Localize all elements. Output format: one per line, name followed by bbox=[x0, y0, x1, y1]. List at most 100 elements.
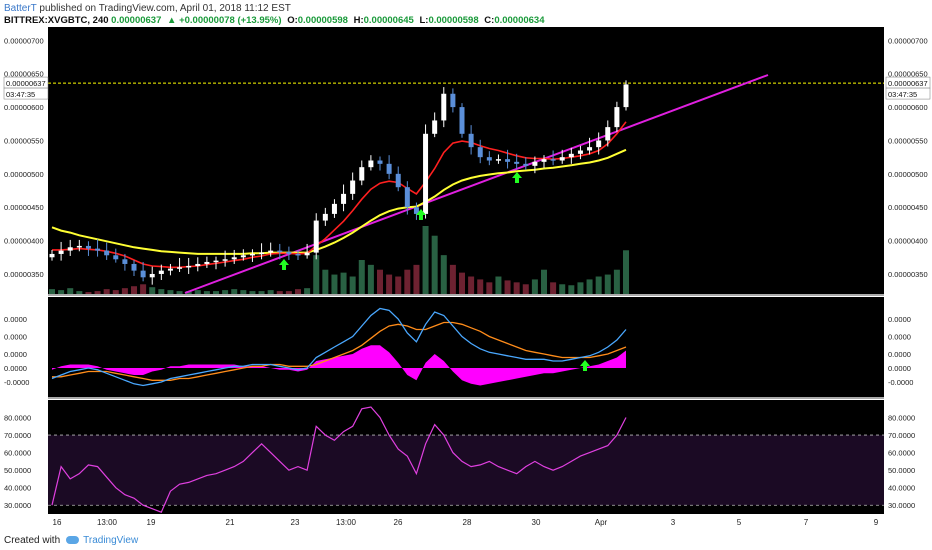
candle-body bbox=[304, 252, 310, 256]
candle-body bbox=[377, 160, 383, 164]
volume-bar bbox=[194, 290, 201, 294]
rsi-band bbox=[48, 435, 884, 506]
candle-body bbox=[505, 159, 511, 162]
rsi-axis-label-right: 80.0000 bbox=[888, 414, 915, 423]
symbol-line: BITTREX:XVGBTC, 240 0.00000637 ▲ +0.0000… bbox=[4, 15, 545, 26]
ema-fast-line bbox=[52, 121, 627, 269]
candle-body bbox=[523, 163, 529, 166]
volume-bar bbox=[149, 287, 156, 294]
volume-bar bbox=[258, 291, 265, 294]
rsi-axis-label-right: 60.0000 bbox=[888, 449, 915, 458]
volume-bar bbox=[67, 288, 74, 294]
publisher-username[interactable]: BatterT bbox=[4, 3, 37, 14]
candle-body bbox=[295, 253, 301, 256]
macd-signal-line bbox=[52, 321, 627, 381]
volume-bar bbox=[541, 269, 547, 294]
rsi-axis-label-right: 30.0000 bbox=[888, 501, 915, 510]
candle-body bbox=[104, 250, 110, 256]
candle-body bbox=[495, 159, 501, 161]
high-label: H: bbox=[353, 15, 364, 26]
candle-body bbox=[477, 147, 483, 158]
countdown-tag-left-box bbox=[3, 87, 49, 100]
volume-bar bbox=[477, 279, 484, 294]
candle-body bbox=[277, 250, 283, 253]
volume-bar bbox=[422, 226, 429, 294]
candle-body bbox=[177, 267, 183, 269]
candle-body bbox=[395, 173, 401, 188]
volume-bar bbox=[623, 250, 629, 294]
candle-body bbox=[140, 270, 146, 278]
published-text: published on TradingView.com, April 01, … bbox=[36, 3, 291, 14]
candle-body bbox=[149, 273, 155, 278]
close-value: 0.00000634 bbox=[494, 15, 545, 26]
candle-body bbox=[559, 157, 565, 161]
candle-body bbox=[596, 140, 602, 148]
volume-bar bbox=[167, 290, 174, 294]
macd-axis-label-left: 0.0000 bbox=[4, 315, 27, 324]
volume-bar bbox=[49, 289, 55, 294]
volume-bar bbox=[431, 235, 438, 294]
candle-body bbox=[322, 213, 328, 221]
volume-bar bbox=[103, 289, 110, 294]
macd-axis-label-right: 0.0000 bbox=[888, 315, 911, 324]
countdown-tag-right-box bbox=[885, 87, 931, 100]
rsi-axis-label-left: 70.0000 bbox=[4, 431, 31, 440]
green-arrow-icon bbox=[512, 172, 522, 183]
volume-bar bbox=[358, 260, 365, 294]
volume-bar bbox=[459, 272, 465, 294]
volume-bar bbox=[213, 291, 219, 294]
candle-body bbox=[286, 251, 292, 254]
candle-body bbox=[222, 259, 228, 261]
candle-body bbox=[67, 247, 73, 251]
rsi-axis-label-right: 40.0000 bbox=[888, 484, 915, 493]
candle-body bbox=[158, 270, 164, 274]
volume-bar bbox=[595, 276, 602, 294]
candle-body bbox=[614, 107, 620, 128]
volume-bar bbox=[377, 269, 383, 294]
volume-bar bbox=[522, 284, 529, 294]
volume-bar bbox=[313, 255, 320, 294]
candle-body bbox=[623, 84, 629, 108]
volume-bar bbox=[404, 269, 411, 294]
candle-body bbox=[259, 252, 265, 255]
price-axis-label-right: 0.00000500 bbox=[888, 170, 928, 179]
countdown-tag-left: 03:47:35 bbox=[6, 90, 35, 99]
price-axis-label-right: 0.00000600 bbox=[888, 103, 928, 112]
rsi-axis-label-right: 50.0000 bbox=[888, 466, 915, 475]
volume-bar bbox=[349, 276, 356, 294]
rsi-axis-label-right: 70.0000 bbox=[888, 431, 915, 440]
volume-bar bbox=[249, 291, 256, 294]
volume-bar bbox=[58, 290, 65, 294]
volume-bar bbox=[513, 282, 520, 294]
candle-body bbox=[186, 265, 192, 268]
volume-bar bbox=[276, 291, 283, 294]
price-axis-label-left: 0.00000450 bbox=[4, 203, 44, 212]
high-value: 0.00000645 bbox=[363, 15, 414, 26]
volume-bar bbox=[613, 269, 620, 294]
candle-body bbox=[167, 268, 173, 271]
green-arrow-icon bbox=[580, 360, 590, 371]
open-label: O: bbox=[287, 15, 298, 26]
volume-bar bbox=[495, 276, 502, 294]
arrow-3 bbox=[512, 172, 522, 183]
rsi-axis-label-left: 80.0000 bbox=[4, 414, 31, 423]
macd-axis-label-right: 0.0000 bbox=[888, 364, 911, 373]
time-axis-label: 19 bbox=[147, 518, 156, 527]
volume-bar bbox=[158, 289, 165, 294]
low-value: 0.00000598 bbox=[428, 15, 479, 26]
volume-bar bbox=[568, 285, 575, 294]
volume-bar bbox=[322, 269, 329, 294]
macd-axis-label-right: -0.0000 bbox=[888, 378, 913, 387]
candle-body bbox=[213, 260, 219, 263]
tradingview-brand[interactable]: TradingView bbox=[83, 535, 139, 546]
created-with-text: Created with bbox=[4, 535, 61, 546]
candle-body bbox=[49, 253, 55, 258]
candle-body bbox=[76, 245, 82, 248]
candle-body bbox=[231, 257, 237, 260]
candle-body bbox=[386, 163, 392, 174]
time-axis-label: 28 bbox=[463, 518, 472, 527]
price-axis-label-left: 0.00000350 bbox=[4, 270, 44, 279]
candle-body bbox=[605, 127, 611, 141]
symbol-label: BITTREX:XVGBTC, 240 bbox=[4, 15, 109, 26]
